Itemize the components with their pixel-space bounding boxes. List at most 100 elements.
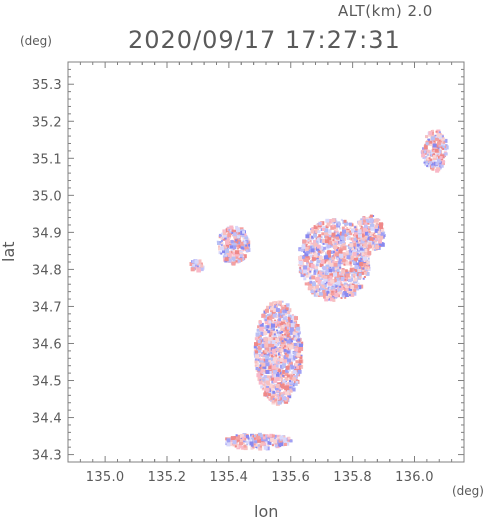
reflectivity-pixel [233, 255, 236, 258]
reflectivity-pixel [242, 433, 247, 437]
reflectivity-pixel [194, 259, 199, 264]
reflectivity-pixel [309, 270, 312, 273]
reflectivity-pixel [231, 261, 236, 266]
reflectivity-pixel [300, 273, 305, 278]
reflectivity-pixel [336, 257, 339, 260]
reflectivity-pixel [360, 225, 363, 228]
reflectivity-pixel [285, 391, 290, 396]
reflectivity-pixel [294, 316, 298, 321]
reflectivity-pixel [289, 380, 294, 385]
reflectivity-pixel [271, 377, 274, 381]
reflectivity-pixel [348, 261, 352, 265]
reflectivity-pixel [333, 262, 338, 267]
reflectivity-pixel [289, 373, 291, 376]
reflectivity-pixel [291, 314, 294, 317]
reflectivity-pixel [257, 340, 261, 343]
reflectivity-pixel [274, 319, 277, 322]
reflectivity-pixel [289, 319, 293, 323]
reflectivity-pixel [270, 351, 273, 354]
reflectivity-pixel [259, 332, 264, 336]
reflectivity-pixel [242, 230, 246, 234]
reflectivity-pixel [342, 246, 347, 251]
reflectivity-pixel [431, 149, 435, 153]
reflectivity-pixel [260, 370, 264, 374]
reflectivity-pixel [282, 370, 287, 374]
reflectivity-pixel [293, 352, 298, 357]
reflectivity-pixel [266, 382, 270, 386]
reflectivity-pixel [224, 257, 229, 262]
reflectivity-pixel [262, 383, 266, 387]
reflectivity-pixel [271, 389, 274, 392]
reflectivity-pixel [364, 224, 367, 228]
reflectivity-pixel [296, 361, 299, 364]
reflectivity-pixel [306, 260, 310, 264]
reflectivity-pixel [437, 155, 441, 159]
reflectivity-pixel [230, 436, 235, 441]
reflectivity-pixel [349, 263, 352, 266]
reflectivity-pixel [319, 271, 323, 275]
reflectivity-pixel [275, 338, 280, 343]
reflectivity-pixel [270, 391, 274, 395]
reflectivity-pixel [379, 235, 384, 240]
reflectivity-pixel [289, 336, 292, 339]
reflectivity-pixel [362, 222, 365, 225]
reflectivity-pixel [239, 438, 243, 442]
reflectivity-pixel [340, 218, 343, 221]
reflectivity-pixel [338, 249, 343, 254]
reflectivity-pixel [261, 362, 266, 367]
reflectivity-pixel [282, 346, 285, 349]
reflectivity-pixel [323, 295, 326, 299]
reflectivity-pixel [271, 348, 276, 353]
reflectivity-pixel [292, 384, 295, 387]
reflectivity-pixel [273, 369, 278, 374]
reflectivity-pixel [364, 236, 367, 240]
reflectivity-pixel [298, 258, 303, 263]
reflectivity-pixel [339, 285, 342, 288]
reflectivity-pixel [234, 445, 237, 448]
reflectivity-pixel [335, 273, 340, 278]
reflectivity-pixel [272, 360, 277, 365]
reflectivity-pixel [261, 313, 266, 318]
reflectivity-pixel [358, 252, 361, 255]
reflectivity-pixel [367, 250, 372, 255]
reflectivity-pixel [261, 343, 266, 348]
reflectivity-pixel [232, 245, 237, 250]
reflectivity-pixel [424, 155, 428, 159]
reflectivity-pixel [273, 357, 278, 361]
reflectivity-pixel [348, 287, 353, 292]
reflectivity-pixel [223, 253, 226, 256]
reflectivity-pixel [332, 261, 335, 263]
reflectivity-pixel [320, 260, 325, 264]
reflectivity-pixel [319, 245, 324, 250]
reflectivity-pixel [283, 312, 286, 315]
reflectivity-pixel [268, 383, 273, 388]
reflectivity-pixel [438, 144, 441, 147]
reflectivity-pixel [326, 250, 331, 255]
reflectivity-pixel [354, 232, 359, 237]
reflectivity-pixel [327, 281, 332, 286]
reflectivity-pixel [267, 337, 271, 341]
reflectivity-pixel [310, 260, 314, 264]
reflectivity-pixel [443, 143, 446, 146]
reflectivity-pixel [346, 290, 351, 295]
reflectivity-pixel [426, 157, 430, 161]
reflectivity-pixel [262, 341, 266, 345]
reflectivity-pixel [270, 354, 274, 358]
reflectivity-pixel [321, 275, 323, 278]
reflectivity-pixel [322, 228, 325, 231]
reflectivity-pixel [291, 377, 296, 382]
reflectivity-pixel [237, 235, 241, 238]
reflectivity-pixel [425, 135, 429, 139]
reflectivity-pixel [292, 338, 296, 341]
reflectivity-pixel [328, 235, 331, 238]
reflectivity-pixel [303, 272, 308, 277]
reflectivity-pixel [367, 257, 370, 260]
reflectivity-pixel [343, 282, 347, 286]
reflectivity-pixel [238, 232, 241, 235]
reflectivity-pixel [223, 244, 228, 249]
reflectivity-pixel [351, 247, 355, 251]
y-tick-label: 34.6 [32, 337, 62, 352]
reflectivity-pixel [325, 251, 328, 254]
reflectivity-pixel [281, 334, 284, 336]
reflectivity-pixel [319, 270, 322, 273]
